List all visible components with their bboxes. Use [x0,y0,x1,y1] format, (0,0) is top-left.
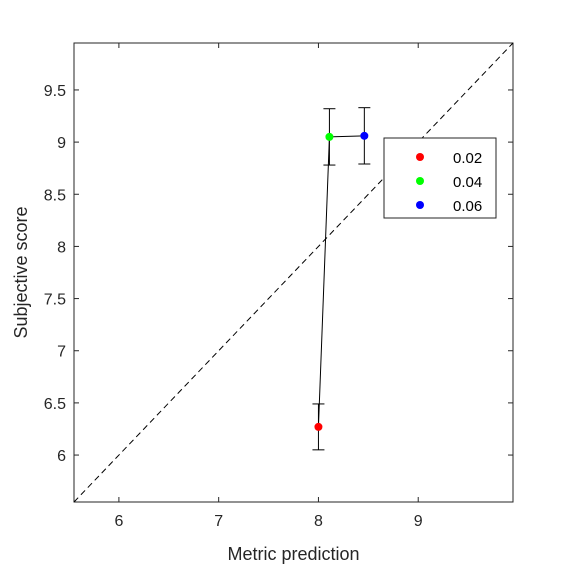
y-tick-label: 7 [57,344,66,361]
legend-entry: 0.04 [416,174,482,191]
data-point [325,132,334,141]
legend-marker [416,177,424,185]
x-tick-label: 8 [314,513,323,530]
legend-marker [416,153,424,161]
legend-label: 0.06 [453,198,482,215]
y-tick-label: 7.5 [44,292,66,309]
x-tick-label: 7 [214,513,223,530]
y-axis-label: Subjective score [11,206,31,338]
data-point [314,422,323,431]
data-point [360,131,369,140]
x-tick-label: 6 [114,513,123,530]
y-tick-label: 9.5 [44,83,66,100]
y-tick-label: 8.5 [44,187,66,204]
x-tick-label: 9 [414,513,423,530]
data-points [314,131,369,431]
legend-box [383,137,497,219]
plot-area: 6 7 8 9 6 6.5 7 7.5 8 8.5 9 9.5 [44,42,514,530]
legend: 0.02 0.04 0.06 [383,137,497,219]
legend-marker [416,201,424,209]
y-tick-label: 8 [57,239,66,256]
legend-entry: 0.06 [416,198,482,215]
x-axis-label: Metric prediction [227,544,359,564]
legend-entries: 0.02 0.04 0.06 [416,150,482,215]
legend-label: 0.04 [453,174,482,191]
y-tick-label: 9 [57,135,66,152]
y-tick-label: 6.5 [44,396,66,413]
legend-entry: 0.02 [416,150,482,167]
y-axis-ticks: 6 6.5 7 7.5 8 8.5 9 9.5 [44,83,513,465]
x-axis-ticks: 6 7 8 9 [114,43,423,530]
y-tick-label: 6 [57,448,66,465]
identity-reference-line [73,42,514,503]
legend-label: 0.02 [453,150,482,167]
